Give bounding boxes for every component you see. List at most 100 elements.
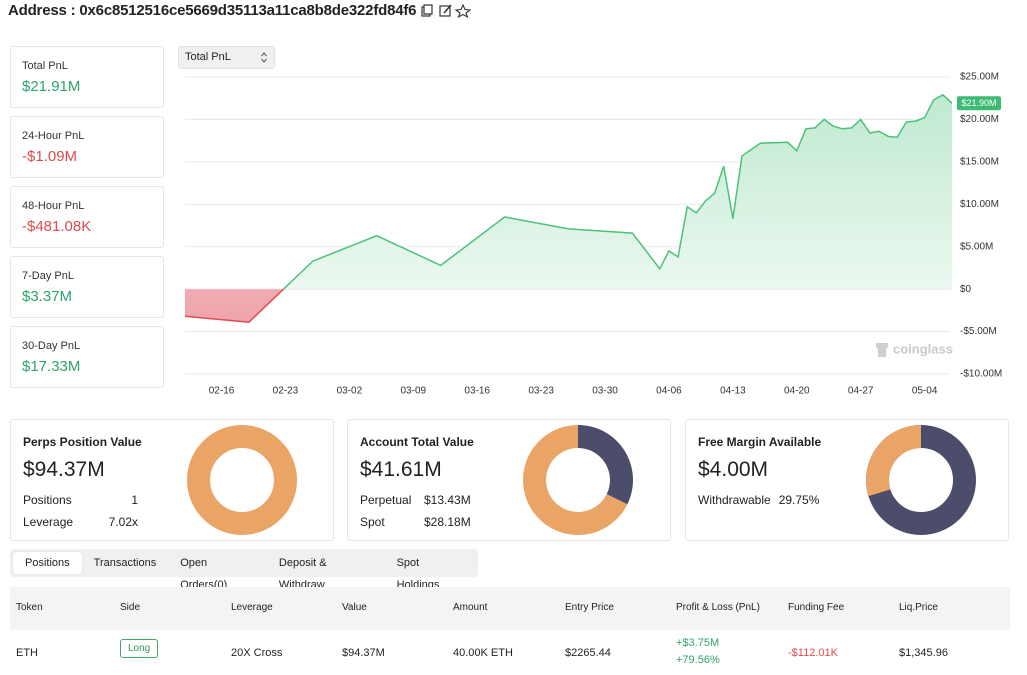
summary-value: $21.91M — [22, 78, 81, 95]
card-value: $4.00M — [698, 458, 769, 481]
table-cell: ETH — [16, 647, 38, 659]
summary-card: 48-Hour PnL -$481.08K — [10, 186, 164, 248]
row-label: Spot — [360, 515, 385, 529]
card-value: $94.37M — [23, 458, 105, 481]
summary-label: 24-Hour PnL — [22, 130, 85, 142]
row-value: $13.43M — [424, 493, 471, 507]
summary-card: 30-Day PnL $17.33M — [10, 326, 164, 388]
table-cell: +$3.75M — [676, 637, 720, 649]
dropdown-arrows — [261, 52, 267, 63]
column-header: Funding Fee — [788, 602, 845, 613]
y-tick-label: $0 — [960, 284, 972, 295]
donut-segment — [523, 425, 628, 535]
x-tick-label: 03-30 — [592, 386, 618, 397]
table-cell: 40.00K ETH — [453, 647, 513, 659]
x-tick-label: 02-16 — [209, 386, 235, 397]
summary-card: 7-Day PnL $3.37M — [10, 256, 164, 318]
summary-card: 24-Hour PnL -$1.09M — [10, 116, 164, 178]
summary-value: -$1.09M — [22, 148, 78, 165]
donut-ring — [187, 425, 297, 535]
dropdown-label: Total PnL — [185, 51, 231, 63]
column-header: Side — [120, 602, 141, 613]
address-header: Address :0x6c8512516ce5669d35113a11ca8b8… — [8, 2, 474, 19]
y-tick-label: $10.00M — [960, 199, 999, 210]
row-value: $28.18M — [424, 515, 471, 529]
row-label: Positions — [23, 493, 72, 507]
y-tick-label: -$5.00M — [960, 326, 997, 337]
column-header: Leverage — [231, 602, 273, 613]
value-card: Free Margin Available $4.00M Withdrawabl… — [685, 419, 1009, 541]
y-tick-label: -$10.00M — [960, 369, 1002, 380]
metric-dropdown[interactable]: Total PnL — [178, 46, 275, 69]
donut — [866, 425, 976, 535]
address-actions[interactable] — [420, 3, 474, 18]
summary-value: -$481.08K — [22, 218, 92, 235]
x-tick-label: 03-23 — [528, 386, 554, 397]
card-row: Spot $28.18M — [360, 515, 471, 529]
x-tick-label: 04-20 — [784, 386, 810, 397]
row-value: 7.02x — [108, 515, 138, 529]
area-positive — [283, 94, 952, 290]
summary-label: 7-Day PnL — [22, 270, 74, 282]
table-row: ETH Long 20X Cross $94.37M 40.00K ETH $2265.4… — [10, 630, 1010, 675]
summary-label: Total PnL — [22, 60, 68, 72]
summary-card: Total PnL $21.91M — [10, 46, 164, 108]
x-tick-label: 05-04 — [912, 386, 938, 397]
tab[interactable]: Spot Holdings — [396, 557, 440, 591]
x-tick-label: 02-23 — [273, 386, 299, 397]
pnl-chart: $25.00M $20.00M $15.00M $10.00M $5.00M $0 -$5.… — [185, 72, 1002, 397]
column-header: Value — [342, 602, 367, 613]
side-cell: Long — [120, 639, 159, 658]
row-label: Withdrawable — [698, 493, 771, 507]
column-header: Profit & Loss (PnL) — [676, 602, 760, 613]
tab[interactable]: Deposit & Withdraw — [278, 557, 327, 591]
watermark-text: coinglass — [893, 341, 953, 356]
card-title: Perps Position Value — [23, 435, 142, 449]
side-badge: Long — [120, 639, 159, 658]
summary-label: 48-Hour PnL — [22, 200, 85, 212]
y-tick-label: $15.00M — [960, 156, 999, 167]
card-title: Account Total Value — [360, 435, 474, 449]
x-tick-label: 03-09 — [400, 386, 426, 397]
card-row: Withdrawable 29.75% — [698, 493, 819, 507]
tab[interactable]: Open Orders(0) — [180, 557, 228, 591]
tab[interactable]: Positions — [13, 552, 82, 574]
x-tick-label: 04-13 — [720, 386, 746, 397]
watermark-icon — [876, 343, 888, 357]
y-tick-label: $5.00M — [960, 241, 993, 252]
card-title: Free Margin Available — [698, 435, 822, 449]
summary-label: 30-Day PnL — [22, 340, 81, 352]
address-label: Address : — [8, 2, 76, 19]
table-cell: $2265.44 — [565, 647, 611, 659]
card-row: Leverage 7.02x — [23, 515, 138, 529]
line-positive — [282, 93, 952, 290]
value-label: $21.90M — [961, 98, 996, 108]
card-row: Perpetual $13.43M — [360, 493, 471, 507]
watermark: coinglass — [876, 341, 953, 357]
value-card: Account Total Value $41.61M Perpetual $13… — [347, 419, 671, 541]
row-value: 1 — [131, 493, 138, 507]
table-cell: $1,345.96 — [899, 647, 948, 659]
row-label: Leverage — [23, 515, 74, 529]
table-cell: 20X Cross — [231, 647, 283, 659]
row-value: 29.75% — [778, 493, 820, 507]
table-cell: -$112.01K — [788, 647, 838, 659]
donut — [187, 425, 297, 535]
row-label: Perpetual — [360, 493, 412, 507]
value-badge — [957, 96, 1001, 111]
table-cell: $94.37M — [342, 647, 385, 659]
summary-value: $3.37M — [22, 288, 73, 305]
column-header: Liq.Price — [899, 602, 938, 613]
column-header: Token — [16, 602, 43, 613]
y-tick-label: $20.00M — [960, 114, 999, 125]
table-header: Token Side Leverage Value Amount Entry Price P… — [10, 587, 1010, 630]
y-tick-label: $25.00M — [960, 72, 999, 83]
donut — [523, 425, 633, 535]
value-card: Perps Position Value $94.37M Positions 1 … — [10, 419, 334, 541]
tab-bar: Positions Transactions Open Orders(0) De… — [10, 549, 478, 591]
x-tick-label: 04-27 — [848, 386, 874, 397]
card-value: $41.61M — [360, 458, 442, 481]
tab[interactable]: Transactions — [93, 557, 157, 569]
column-header: Amount — [453, 602, 488, 613]
area-negative — [185, 289, 952, 323]
